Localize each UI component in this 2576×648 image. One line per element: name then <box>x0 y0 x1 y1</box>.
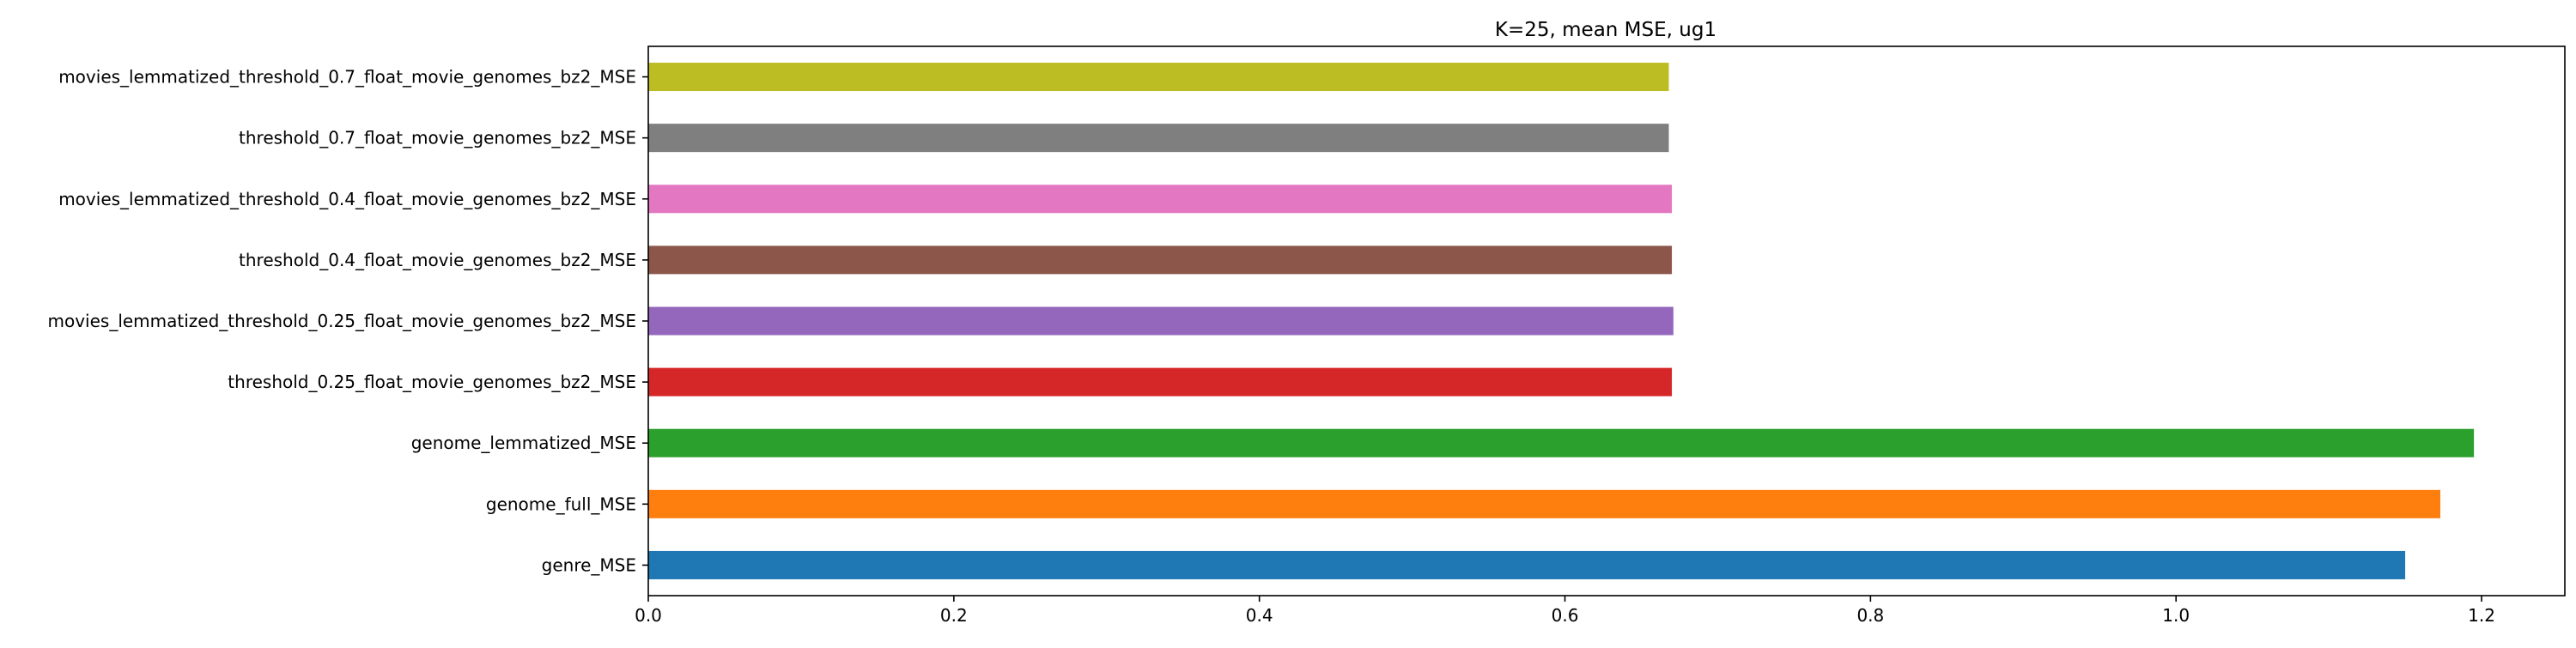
y-tick-label: movies_lemmatized_threshold_0.25_float_m… <box>47 311 636 331</box>
bar-threshold_0.25_float_movie_genomes_bz2_MSE <box>648 367 1673 397</box>
x-axis: 0.0 0.2 0.4 0.6 0.8 1.0 1.2 <box>635 596 2495 626</box>
bar-movies_lemmatized_threshold_0.7_float_movie_genomes_bz2_MSE <box>648 63 1669 92</box>
y-tick-label: threshold_0.4_float_movie_genomes_bz2_MS… <box>239 250 636 270</box>
x-tick-label: 0.8 <box>1856 605 1884 626</box>
x-tick-label: 0.6 <box>1552 605 1579 626</box>
x-tick-label: 0.4 <box>1246 605 1273 626</box>
x-tick-label: 0.0 <box>635 605 662 626</box>
y-tick-labels: genre_MSE genome_full_MSE genome_lemmatize… <box>47 67 648 575</box>
y-tick-label: movies_lemmatized_threshold_0.7_float_mo… <box>58 67 636 88</box>
chart-title: K=25, mean MSE, ug1 <box>1495 19 1716 41</box>
plot-area-frame <box>647 45 2566 597</box>
x-tick-label: 0.2 <box>940 605 968 626</box>
bar-movies_lemmatized_threshold_0.4_float_movie_genomes_bz2_MSE <box>648 185 1673 214</box>
y-tick-label: threshold_0.25_float_movie_genomes_bz2_M… <box>228 372 636 392</box>
y-tick-label: movies_lemmatized_threshold_0.4_float_mo… <box>58 189 636 209</box>
bar-genome_full_MSE <box>648 489 2440 518</box>
y-tick-label: genome_lemmatized_MSE <box>411 433 636 453</box>
x-tick-label: 1.0 <box>2162 605 2190 626</box>
bar-genome_lemmatized_MSE <box>648 428 2475 457</box>
y-tick-label: threshold_0.7_float_movie_genomes_bz2_MS… <box>239 128 636 148</box>
y-tick-label: genome_full_MSE <box>486 494 636 514</box>
bar-genre_MSE <box>648 550 2406 579</box>
bars-layer <box>648 63 2475 579</box>
y-tick-label: genre_MSE <box>542 554 636 575</box>
bar-movies_lemmatized_threshold_0.25_float_movie_genomes_bz2_MSE <box>648 306 1674 336</box>
bar-threshold_0.7_float_movie_genomes_bz2_MSE <box>648 124 1669 153</box>
x-tick-label: 1.2 <box>2468 605 2495 626</box>
bar-threshold_0.4_float_movie_genomes_bz2_MSE <box>648 245 1673 275</box>
